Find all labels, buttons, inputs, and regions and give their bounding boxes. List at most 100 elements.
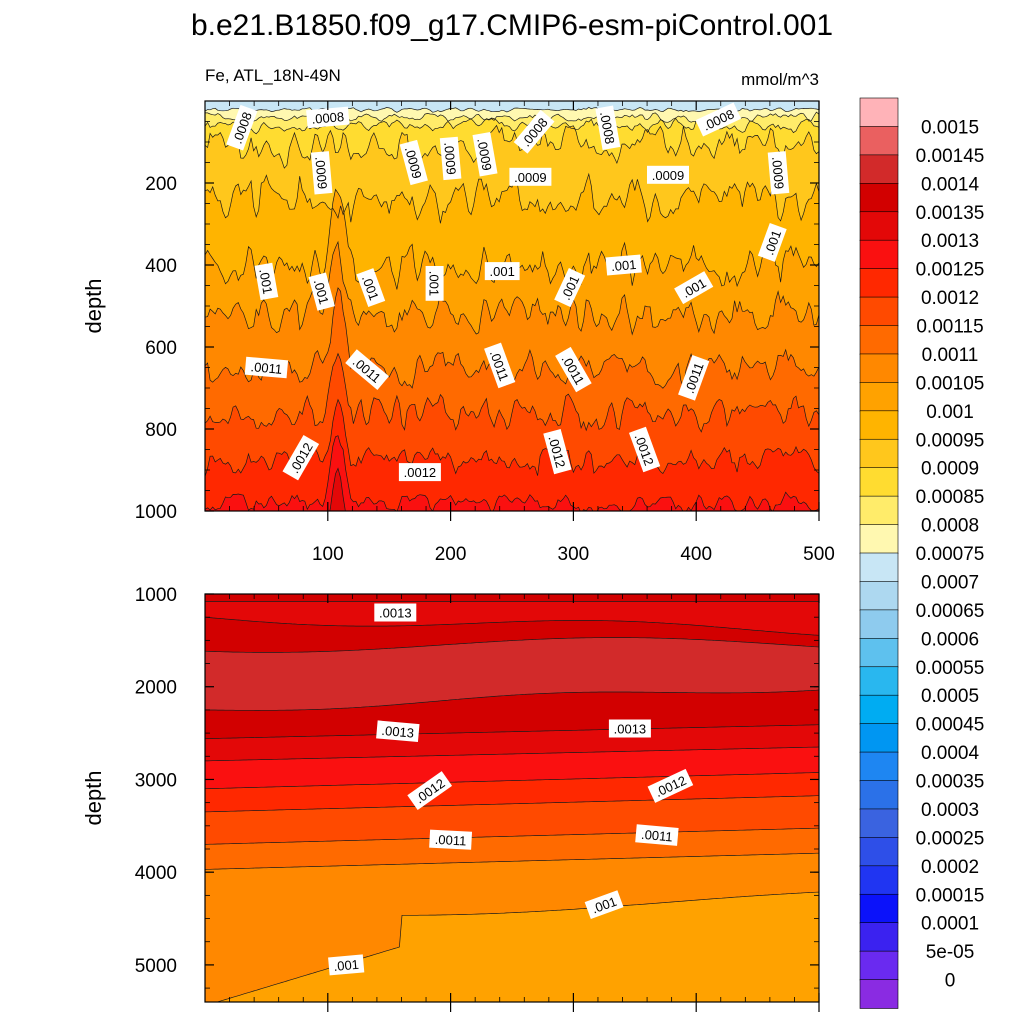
svg-text:.0013: .0013	[614, 722, 647, 737]
colorbar-label-0: 0.0015	[921, 117, 979, 138]
colorbar-swatch-29	[859, 922, 899, 952]
top-contour-label-28: .0012	[543, 428, 572, 475]
bottom-ytick-label-0: 1000	[135, 585, 177, 606]
colorbar-label-27: 0.00015	[916, 885, 985, 906]
bottom-panel-contours	[205, 601, 819, 1002]
top-contour-label-4: .0009	[439, 136, 462, 181]
colorbar-swatch-27	[859, 865, 899, 896]
top-contour-line-3	[205, 124, 819, 169]
colorbar-label-20: 0.0005	[921, 686, 979, 707]
colorbar-label-8: 0.0011	[922, 345, 979, 366]
top-contour-label-9: .0009	[509, 167, 552, 186]
bottom-panel-axes: 1000 2000 3000 4000 5000	[135, 585, 820, 1012]
colorbar-swatch-12	[859, 438, 899, 469]
svg-text:.001: .001	[490, 264, 515, 279]
svg-text:.001: .001	[311, 278, 332, 306]
bottom-ytick-label-3: 4000	[135, 863, 177, 884]
top-panel-axes: 200 400 600 800 1000 100 200 300 400 500	[135, 100, 835, 565]
colorbar-swatch-18	[859, 609, 899, 640]
chart-title: b.e21.B1850.f09_g17.CMIP6-esm-piControl.…	[191, 9, 833, 42]
units-label: mmol/m^3	[741, 70, 819, 89]
top-contour-label-15: .001	[425, 265, 444, 301]
colorbar-label-11: 0.00095	[916, 430, 985, 451]
top-contour-label-10: .0009	[647, 165, 689, 184]
svg-text:.001: .001	[427, 271, 442, 296]
bottom-contour-line-4	[205, 724, 819, 740]
bottom-band-4	[205, 690, 819, 739]
bottom-band-1	[205, 601, 819, 636]
colorbar-swatch-1	[859, 126, 899, 156]
top-band-6	[205, 189, 819, 335]
bottom-contour-line-9	[205, 852, 819, 870]
bottom-contour-line-6	[205, 772, 819, 790]
colorbar-label-6: 0.0012	[921, 288, 979, 309]
colorbar-swatch-9	[859, 353, 899, 384]
bottom-panel-frame	[204, 593, 820, 1003]
colorbar-swatch-19	[859, 638, 899, 668]
top-band-9	[205, 353, 819, 477]
svg-text:.0011: .0011	[640, 827, 673, 845]
colorbar-label-1: 0.00145	[916, 146, 985, 167]
colorbar-label-7: 0.00115	[916, 317, 983, 338]
bottom-band-10	[205, 853, 819, 1002]
top-xtick-label-4: 500	[803, 544, 835, 565]
top-contour-line-4	[205, 172, 819, 224]
top-ytick-label-2: 600	[145, 338, 177, 359]
colorbar-label-2: 0.0014	[921, 174, 980, 195]
bottom-contour-line-5	[205, 746, 819, 762]
bottom-contour-line-2	[205, 637, 819, 653]
colorbar: 0.0015 0.00145 0.0014 0.00135 0.0013 0.00125 0…	[859, 97, 985, 1009]
colorbar-label-5: 0.00125	[916, 260, 985, 281]
bottom-contour-label-8: .001	[328, 954, 365, 976]
bottom-panel-contour-labels: .0013.0013.0013.0012.0012.0011.0011.001.…	[328, 603, 694, 976]
top-contour-label-5: .0009	[472, 132, 498, 177]
top-contour-label-20: .001	[757, 222, 787, 262]
colorbar-label-19: 0.00055	[916, 658, 985, 679]
colorbar-label-22: 0.0004	[921, 743, 980, 764]
colorbar-label-17: 0.00065	[916, 601, 985, 622]
colorbar-label-23: 0.00035	[916, 772, 985, 793]
bottom-contour-label-1: .0013	[376, 720, 420, 742]
bottom-band-8	[205, 795, 819, 845]
colorbar-label-29: 5e-05	[926, 942, 975, 963]
colorbar-swatch-21	[859, 694, 899, 725]
colorbar-swatch-13	[859, 467, 899, 497]
top-xtick-label-1: 200	[435, 544, 467, 565]
svg-text:.0013: .0013	[381, 723, 415, 741]
top-ylabel: depth	[81, 278, 106, 333]
top-contour-label-1: .0008	[306, 106, 350, 129]
top-contour-label-7: .0008	[595, 105, 621, 150]
top-contour-line-0	[205, 106, 819, 113]
top-band-1	[205, 107, 819, 123]
colorbar-swatch-4	[859, 211, 899, 241]
svg-text:.0009: .0009	[652, 168, 685, 183]
colorbar-label-10: 0.001	[926, 402, 974, 423]
colorbar-label-3: 0.00135	[916, 203, 985, 224]
bottom-band-5	[205, 724, 819, 761]
svg-text:.0009: .0009	[312, 156, 330, 190]
svg-text:.001: .001	[333, 957, 360, 974]
colorbar-swatch-23	[859, 751, 899, 782]
svg-text:.0011: .0011	[434, 832, 466, 849]
bottom-ytick-label-1: 2000	[135, 678, 177, 699]
colorbar-swatch-14	[859, 495, 899, 526]
colorbar-swatch-11	[859, 410, 899, 441]
bottom-contour-label-5: .0011	[429, 829, 473, 850]
top-contour-label-18: .001	[605, 254, 642, 276]
colorbar-label-24: 0.0003	[921, 800, 979, 821]
colorbar-label-9: 0.00105	[916, 373, 985, 394]
top-band-10	[205, 399, 819, 511]
colorbar-swatch-0	[859, 97, 899, 128]
colorbar-swatch-31	[859, 979, 899, 1009]
bottom-panel-fill	[205, 594, 819, 1002]
svg-text:.0009: .0009	[769, 156, 787, 190]
top-contour-label-14: .001	[356, 268, 386, 308]
top-contour-label-2: .0009	[310, 151, 333, 195]
colorbar-swatch-17	[859, 581, 899, 611]
colorbar-swatch-22	[859, 723, 899, 753]
bottom-band-2	[205, 617, 819, 653]
colorbar-label-13: 0.00085	[916, 487, 985, 508]
colorbar-swatch-20	[859, 666, 899, 696]
colorbar-swatch-6	[859, 268, 899, 298]
